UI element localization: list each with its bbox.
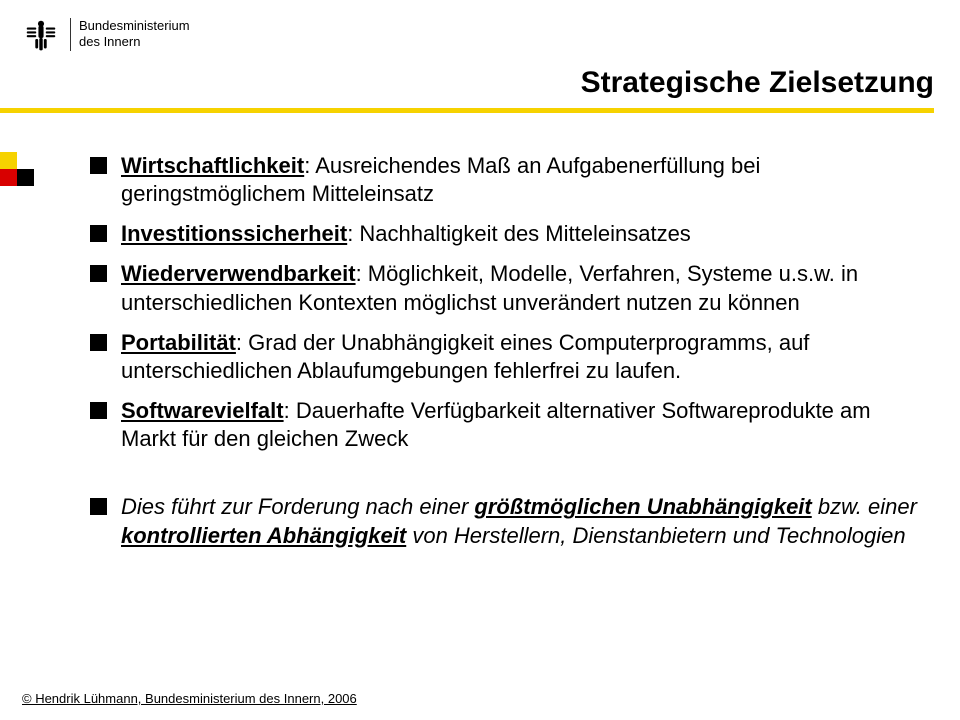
conclusion-lead: Dies führt zur Forderung nach einer xyxy=(121,494,474,519)
bullet-item: Investitionssicherheit: Nachhaltigkeit d… xyxy=(90,220,920,248)
conclusion-tail: von Herstellern, Dienstanbietern und Tec… xyxy=(406,523,905,548)
title-bar: Strategische Zielsetzung xyxy=(0,66,960,100)
header: Bundesministerium des Innern xyxy=(22,18,190,58)
square-gold xyxy=(0,152,17,169)
bullet-item: Wirtschaftlichkeit: Ausreichendes Maß an… xyxy=(90,152,920,208)
bullet-term: Softwarevielfalt xyxy=(121,398,284,423)
square-red xyxy=(0,169,17,186)
title-underline xyxy=(0,108,934,113)
eagle-icon xyxy=(22,18,60,58)
conclusion-em2: kontrollierten Abhängigkeit xyxy=(121,523,406,548)
content-area: Wirtschaftlichkeit: Ausreichendes Maß an… xyxy=(90,152,920,562)
ministry-line2: des Innern xyxy=(79,34,190,50)
conclusion-mid: bzw. einer xyxy=(812,494,917,519)
slide-title: Strategische Zielsetzung xyxy=(581,66,934,100)
bullet-item: Portabilität: Grad der Unabhängigkeit ei… xyxy=(90,329,920,385)
bullet-marker xyxy=(90,498,107,515)
bullet-text: Portabilität: Grad der Unabhängigkeit ei… xyxy=(121,329,920,385)
bullet-term: Wiederverwendbarkeit xyxy=(121,261,356,286)
bullet-text: Softwarevielfalt: Dauerhafte Verfügbarke… xyxy=(121,397,920,453)
bullet-rest: : Nachhaltigkeit des Mitteleinsatzes xyxy=(347,221,691,246)
bullet-item: Wiederverwendbarkeit: Möglichkeit, Model… xyxy=(90,260,920,316)
bullet-text: Wiederverwendbarkeit: Möglichkeit, Model… xyxy=(121,260,920,316)
conclusion-text: Dies führt zur Forderung nach einer größ… xyxy=(121,493,920,549)
bullet-term: Investitionssicherheit xyxy=(121,221,347,246)
bullet-marker xyxy=(90,265,107,282)
bullet-text: Investitionssicherheit: Nachhaltigkeit d… xyxy=(121,220,691,248)
bullet-term: Wirtschaftlichkeit xyxy=(121,153,304,178)
bullet-item: Softwarevielfalt: Dauerhafte Verfügbarke… xyxy=(90,397,920,453)
bullet-term: Portabilität xyxy=(121,330,236,355)
ministry-name: Bundesministerium des Innern xyxy=(70,18,190,51)
bullet-text: Wirtschaftlichkeit: Ausreichendes Maß an… xyxy=(121,152,920,208)
square-black xyxy=(17,169,34,186)
ministry-line1: Bundesministerium xyxy=(79,18,190,34)
conclusion-item: Dies führt zur Forderung nach einer größ… xyxy=(90,493,920,549)
bullet-marker xyxy=(90,402,107,419)
bullet-marker xyxy=(90,157,107,174)
footer-copyright: © Hendrik Lühmann, Bundesministerium des… xyxy=(22,691,357,706)
conclusion-em1: größtmöglichen Unabhängigkeit xyxy=(474,494,811,519)
bullet-marker xyxy=(90,225,107,242)
bullet-marker xyxy=(90,334,107,351)
